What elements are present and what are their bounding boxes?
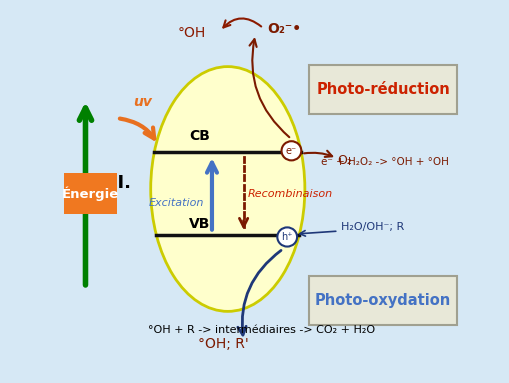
- Text: Photo-oxydation: Photo-oxydation: [315, 293, 450, 308]
- Text: Recombinaison: Recombinaison: [247, 189, 332, 199]
- Text: Photo-réduction: Photo-réduction: [316, 82, 449, 97]
- Text: uv: uv: [133, 95, 152, 110]
- Text: H₂O/OH⁻; R: H₂O/OH⁻; R: [340, 222, 403, 232]
- Text: CB: CB: [189, 129, 210, 143]
- Text: B.I.: B.I.: [97, 174, 131, 192]
- Ellipse shape: [151, 67, 304, 311]
- Ellipse shape: [277, 228, 297, 247]
- Text: Excitation: Excitation: [149, 198, 204, 208]
- Text: Énergie: Énergie: [62, 186, 119, 201]
- FancyBboxPatch shape: [308, 276, 456, 325]
- Text: e⁻ + H₂O₂ -> °OH + °OH: e⁻ + H₂O₂ -> °OH + °OH: [321, 157, 448, 167]
- Text: °OH: °OH: [178, 26, 206, 40]
- Text: e⁻: e⁻: [286, 146, 296, 156]
- Text: O₂⁻•: O₂⁻•: [267, 22, 301, 36]
- Ellipse shape: [281, 141, 301, 160]
- Text: °OH; R': °OH; R': [198, 337, 249, 351]
- Text: h⁺: h⁺: [281, 232, 292, 242]
- Text: O₂: O₂: [336, 154, 351, 167]
- FancyBboxPatch shape: [64, 173, 117, 214]
- FancyBboxPatch shape: [308, 65, 456, 114]
- Text: VB: VB: [189, 217, 210, 231]
- Text: °OH + R -> intermédiaires -> CO₂ + H₂O: °OH + R -> intermédiaires -> CO₂ + H₂O: [148, 326, 374, 336]
